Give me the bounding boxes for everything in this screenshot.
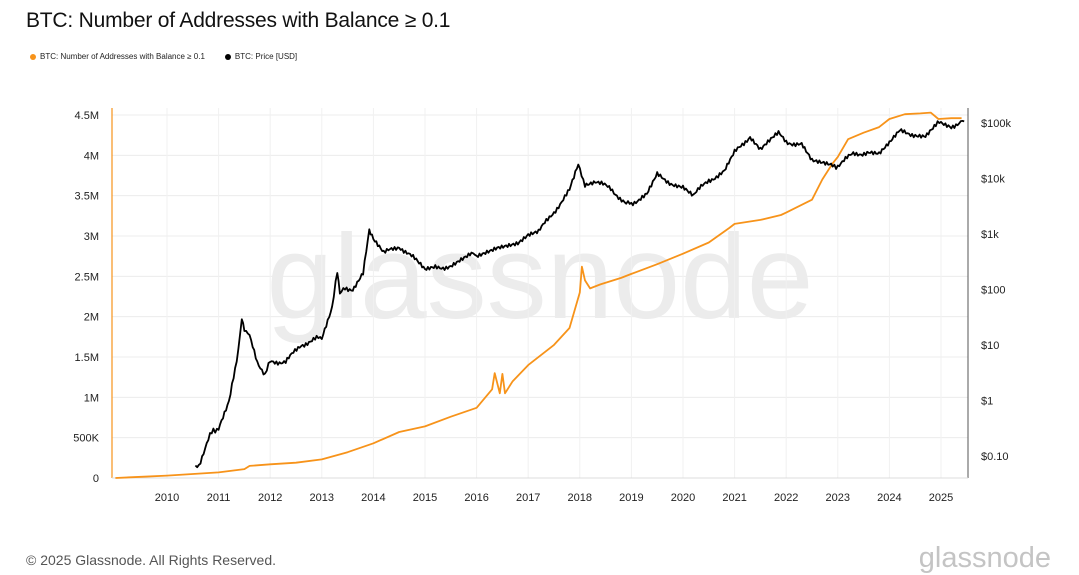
- y-left-tick-label: 2.5M: [75, 271, 99, 283]
- y-right-tick-label: $1: [981, 396, 993, 408]
- y-left-tick-label: 3.5M: [75, 191, 99, 203]
- legend-dot-addresses: [30, 53, 36, 60]
- x-tick-label: 2024: [877, 492, 901, 504]
- x-tick-label: 2012: [258, 492, 282, 504]
- x-tick-label: 2016: [464, 492, 488, 504]
- x-tick-label: 2014: [361, 492, 385, 504]
- x-tick-label: 2023: [826, 492, 850, 504]
- legend-dot-price: [224, 53, 231, 60]
- x-tick-label: 2013: [310, 492, 334, 504]
- y-left-tick-label: 4M: [84, 150, 99, 162]
- x-tick-label: 2018: [568, 492, 592, 504]
- copyright-footer: © 2025 Glassnode. All Rights Reserved.: [26, 552, 277, 568]
- x-tick-label: 2022: [774, 492, 798, 504]
- y-left-tick-label: 500K: [73, 433, 99, 445]
- x-tick-label: 2010: [155, 492, 179, 504]
- series-line-addresses: [115, 111, 962, 479]
- x-tick-label: 2019: [619, 492, 643, 504]
- legend-label-addresses: BTC: Number of Addresses with Balance ≥ …: [40, 52, 205, 61]
- y-right-tick-label: $1k: [981, 229, 999, 241]
- x-tick-label: 2025: [929, 492, 953, 504]
- y-right-tick-label: $100k: [981, 118, 1011, 130]
- y-left-tick-label: 1.5M: [75, 352, 99, 364]
- y-right-tick-label: $100: [981, 285, 1005, 297]
- y-right-tick-label: $0.10: [981, 451, 1009, 463]
- chart-title: BTC: Number of Addresses with Balance ≥ …: [26, 9, 451, 32]
- legend-item-price[interactable]: BTC: Price [USD]: [224, 52, 298, 61]
- x-tick-label: 2020: [671, 492, 695, 504]
- legend: BTC: Number of Addresses with Balance ≥ …: [30, 52, 297, 61]
- series-line-price: [194, 120, 965, 469]
- x-tick-label: 2017: [516, 492, 540, 504]
- y-right-tick-label: $10: [981, 340, 999, 352]
- y-left-tick-label: 3M: [84, 231, 99, 243]
- legend-item-addresses[interactable]: BTC: Number of Addresses with Balance ≥ …: [30, 52, 205, 61]
- y-left-tick-label: 4.5M: [75, 110, 99, 122]
- x-tick-label: 2011: [207, 492, 231, 504]
- glassnode-logo: glassnode: [918, 542, 1051, 574]
- y-right-tick-label: $10k: [981, 174, 1005, 186]
- y-left-tick-label: 2M: [84, 312, 99, 324]
- y-left-tick-label: 1M: [84, 392, 99, 404]
- y-left-tick-label: 0: [93, 473, 99, 485]
- x-tick-label: 2021: [722, 492, 746, 504]
- legend-label-price: BTC: Price [USD]: [234, 52, 298, 61]
- x-tick-label: 2015: [413, 492, 437, 504]
